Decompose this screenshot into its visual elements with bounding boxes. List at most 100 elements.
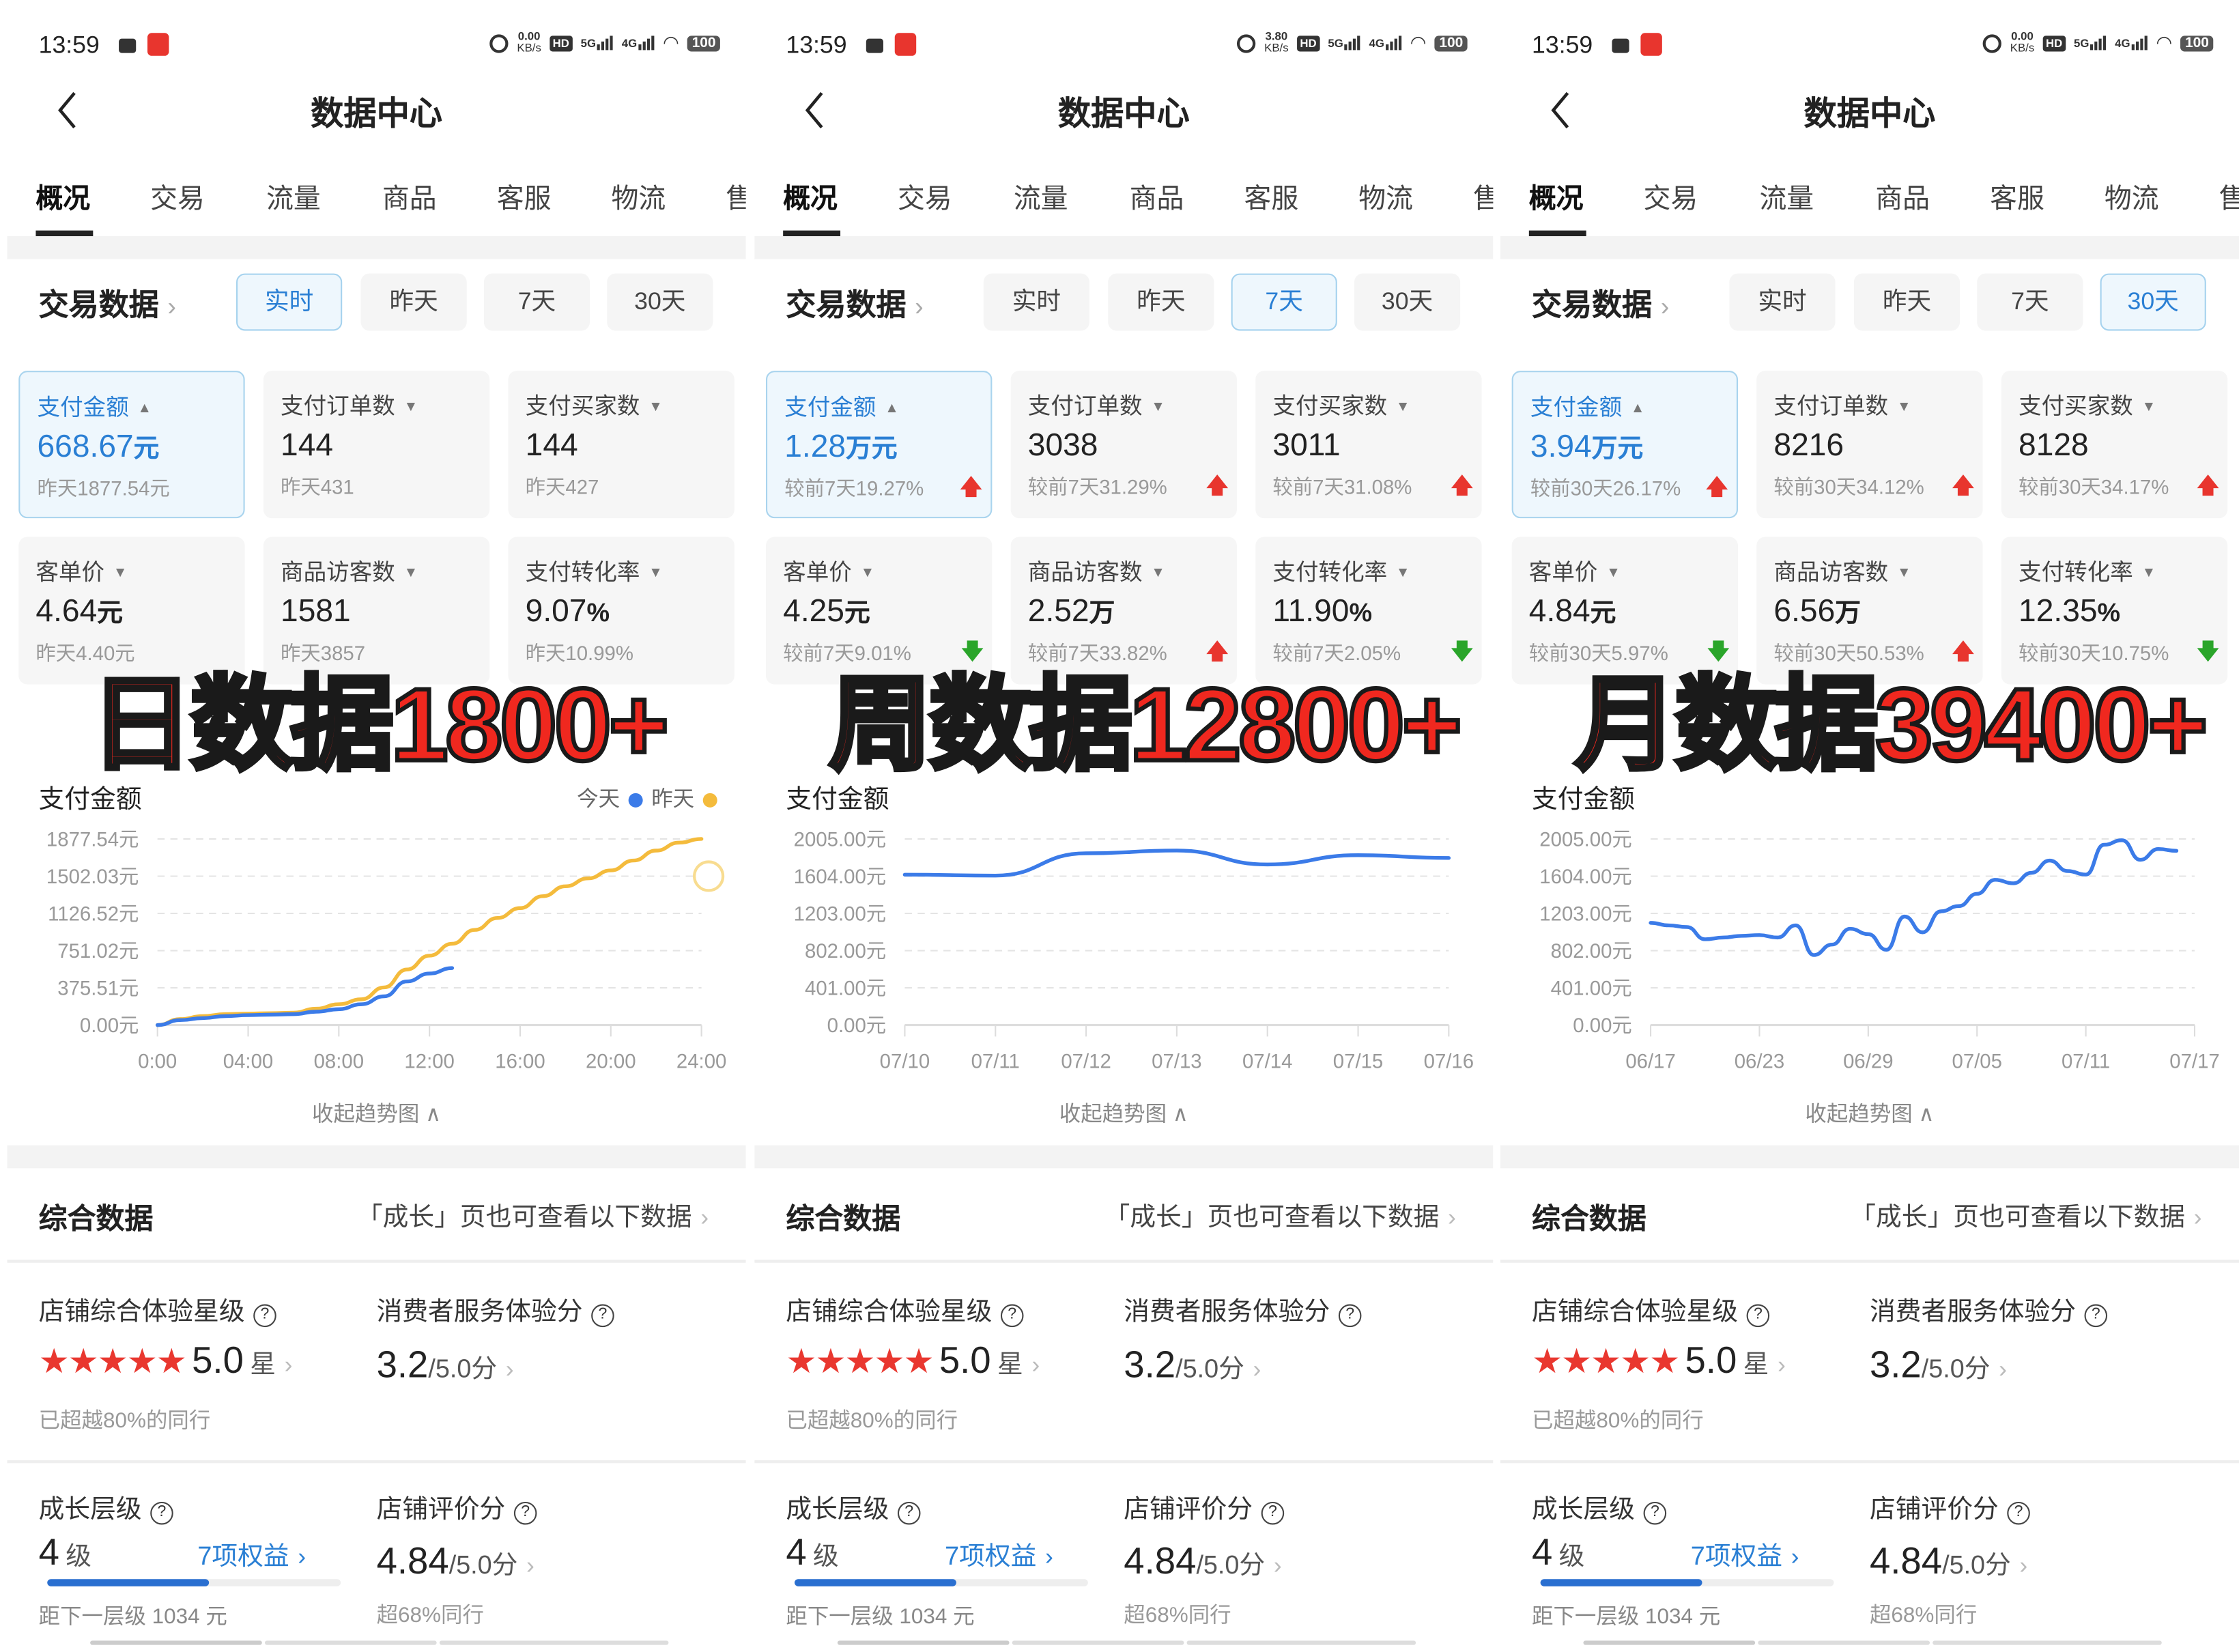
- help-icon[interactable]: ?: [897, 1501, 921, 1525]
- range-button-2[interactable]: 7天: [1977, 273, 2083, 331]
- tab-3[interactable]: 商品: [382, 184, 437, 215]
- tab-3[interactable]: 商品: [1875, 184, 1930, 215]
- service-score[interactable]: 3.2/5.0分 ›: [1124, 1343, 1261, 1387]
- metric-unit: 元: [844, 598, 870, 627]
- range-button-2[interactable]: 7天: [1231, 273, 1337, 331]
- metric-card[interactable]: 支付买家数 ▼ 3011 较前7天31.08% 🡅: [1255, 371, 1482, 519]
- tab-3[interactable]: 商品: [1129, 184, 1184, 215]
- service-score[interactable]: 3.2/5.0分 ›: [377, 1343, 514, 1387]
- metric-card[interactable]: 客单价 ▼ 4.84元 较前30天5.97% 🡇: [1511, 537, 1739, 685]
- range-button-3[interactable]: 30天: [2100, 273, 2206, 331]
- metric-card[interactable]: 支付订单数 ▼ 8216 较前30天34.12% 🡅: [1756, 371, 1983, 519]
- metric-card[interactable]: 支付金额 ▲ 3.94万元 较前30天26.17% 🡅: [1511, 371, 1739, 519]
- benefits-link[interactable]: 7项权益 ›: [945, 1536, 1053, 1573]
- experience-score[interactable]: ★★★★★ 5.0 星 ›: [39, 1339, 293, 1383]
- metric-card[interactable]: 支付金额 ▲ 1.28万元 较前7天19.27% 🡅: [766, 371, 993, 519]
- range-button-3[interactable]: 30天: [1354, 273, 1461, 331]
- metric-card[interactable]: 支付订单数 ▼ 3038 较前7天31.29% 🡅: [1010, 371, 1237, 519]
- tab-5[interactable]: 物流: [1358, 184, 1413, 215]
- metric-card[interactable]: 商品访客数 ▼ 6.56万 较前30天50.53% 🡅: [1756, 537, 1983, 685]
- x-tick-label: 07/10: [880, 1051, 930, 1073]
- tab-4[interactable]: 客服: [496, 184, 552, 215]
- benefits-link[interactable]: 7项权益 ›: [197, 1536, 306, 1573]
- tab-4[interactable]: 客服: [1244, 184, 1299, 215]
- tab-2[interactable]: 流量: [1759, 184, 1814, 215]
- help-icon[interactable]: ?: [1338, 1304, 1362, 1328]
- range-button-1[interactable]: 昨天: [360, 273, 467, 331]
- trade-data-link[interactable]: 交易数据 ›: [39, 282, 176, 325]
- collapse-chart-button[interactable]: 收起趋势图 ∧: [1500, 1098, 2239, 1128]
- help-icon[interactable]: ?: [150, 1501, 173, 1525]
- range-button-1[interactable]: 昨天: [1853, 273, 1960, 331]
- experience-score-value: 5.0: [1685, 1338, 1737, 1382]
- review-score[interactable]: 4.84/5.0分 ›: [377, 1539, 534, 1583]
- metric-card[interactable]: 支付金额 ▲ 668.67元 昨天1877.54元: [18, 371, 245, 519]
- range-button-3[interactable]: 30天: [607, 273, 713, 331]
- tab-1[interactable]: 交易: [1643, 184, 1698, 215]
- back-arrow-icon[interactable]: [800, 89, 831, 132]
- help-icon[interactable]: ?: [253, 1304, 276, 1328]
- net-4g: 4G: [2115, 37, 2130, 51]
- help-icon[interactable]: ?: [2084, 1304, 2108, 1328]
- tab-0[interactable]: 概况: [1528, 184, 1584, 215]
- benefits-link[interactable]: 7项权益 ›: [1691, 1536, 1799, 1573]
- metric-card[interactable]: 支付转化率 ▼ 9.07% 昨天10.99%: [508, 537, 735, 685]
- experience-score[interactable]: ★★★★★ 5.0 星 ›: [786, 1339, 1040, 1383]
- metric-card[interactable]: 商品访客数 ▼ 1581 昨天3857: [263, 537, 490, 685]
- help-icon[interactable]: ?: [591, 1304, 614, 1328]
- metric-card[interactable]: 支付买家数 ▼ 144 昨天427: [508, 371, 735, 519]
- tab-5[interactable]: 物流: [611, 184, 666, 215]
- range-button-0[interactable]: 实时: [983, 273, 1089, 331]
- range-button-0[interactable]: 实时: [1729, 273, 1836, 331]
- tab-0[interactable]: 概况: [35, 184, 91, 215]
- review-score[interactable]: 4.84/5.0分 ›: [1124, 1539, 1281, 1583]
- tab-1[interactable]: 交易: [897, 184, 952, 215]
- review-score[interactable]: 4.84/5.0分 ›: [1870, 1539, 2027, 1583]
- chevron-right-icon: ›: [298, 1543, 306, 1571]
- section-divider: [1500, 236, 2239, 259]
- tab-2[interactable]: 流量: [1013, 184, 1068, 215]
- tab-6[interactable]: 售: [1473, 177, 1493, 216]
- metric-label: 支付金额: [784, 396, 876, 421]
- back-arrow-icon[interactable]: [53, 89, 85, 132]
- metric-card[interactable]: 支付订单数 ▼ 144 昨天431: [263, 371, 490, 519]
- trade-data-link[interactable]: 交易数据 ›: [786, 282, 923, 325]
- growth-page-link[interactable]: 「成长」页也可查看以下数据 ›: [357, 1197, 709, 1234]
- experience-score[interactable]: ★★★★★ 5.0 星 ›: [1532, 1339, 1786, 1383]
- metric-card[interactable]: 客单价 ▼ 4.25元 较前7天9.01% 🡇: [766, 537, 993, 685]
- help-icon[interactable]: ?: [1643, 1501, 1667, 1525]
- metric-card[interactable]: 支付转化率 ▼ 11.90% 较前7天2.05% 🡇: [1255, 537, 1482, 685]
- help-icon[interactable]: ?: [1261, 1501, 1285, 1525]
- growth-page-link[interactable]: 「成长」页也可查看以下数据 ›: [1850, 1197, 2201, 1234]
- range-button-2[interactable]: 7天: [483, 273, 590, 331]
- help-icon[interactable]: ?: [2007, 1501, 2030, 1525]
- metric-card[interactable]: 客单价 ▼ 4.64元 昨天4.40元: [18, 537, 245, 685]
- tab-0[interactable]: 概况: [783, 184, 838, 215]
- collapse-chart-button[interactable]: 收起趋势图 ∧: [7, 1098, 745, 1128]
- collapse-chart-button[interactable]: 收起趋势图 ∧: [754, 1098, 1493, 1128]
- tab-6[interactable]: 售: [726, 177, 745, 216]
- tab-2[interactable]: 流量: [266, 184, 321, 215]
- metric-card[interactable]: 支付买家数 ▼ 8128 较前30天34.17% 🡅: [2001, 371, 2228, 519]
- range-button-0[interactable]: 实时: [236, 273, 343, 331]
- metric-card[interactable]: 支付转化率 ▼ 12.35% 较前30天10.75% 🡇: [2001, 537, 2228, 685]
- help-icon[interactable]: ?: [513, 1501, 537, 1525]
- caret-down-icon: ▼: [860, 565, 875, 582]
- metric-card[interactable]: 商品访客数 ▼ 2.52万 较前7天33.82% 🡅: [1010, 537, 1237, 685]
- tab-5[interactable]: 物流: [2104, 184, 2159, 215]
- tab-4[interactable]: 客服: [1990, 184, 2044, 215]
- growth-link-label: 「成长」页也可查看以下数据: [356, 1202, 692, 1231]
- range-button-1[interactable]: 昨天: [1108, 273, 1214, 331]
- growth-page-link[interactable]: 「成长」页也可查看以下数据 ›: [1104, 1197, 1456, 1234]
- service-score[interactable]: 3.2/5.0分 ›: [1870, 1343, 2007, 1387]
- tab-1[interactable]: 交易: [150, 184, 205, 215]
- tab-6[interactable]: 售: [2219, 177, 2239, 216]
- caret-down-icon: ▼: [403, 565, 418, 582]
- back-arrow-icon[interactable]: [1546, 89, 1578, 132]
- chevron-right-icon: ›: [915, 291, 924, 321]
- help-icon[interactable]: ?: [1000, 1304, 1024, 1328]
- help-icon[interactable]: ?: [1746, 1304, 1770, 1328]
- chevron-right-icon: ›: [1253, 1356, 1261, 1383]
- trade-data-link[interactable]: 交易数据 ›: [1532, 282, 1669, 325]
